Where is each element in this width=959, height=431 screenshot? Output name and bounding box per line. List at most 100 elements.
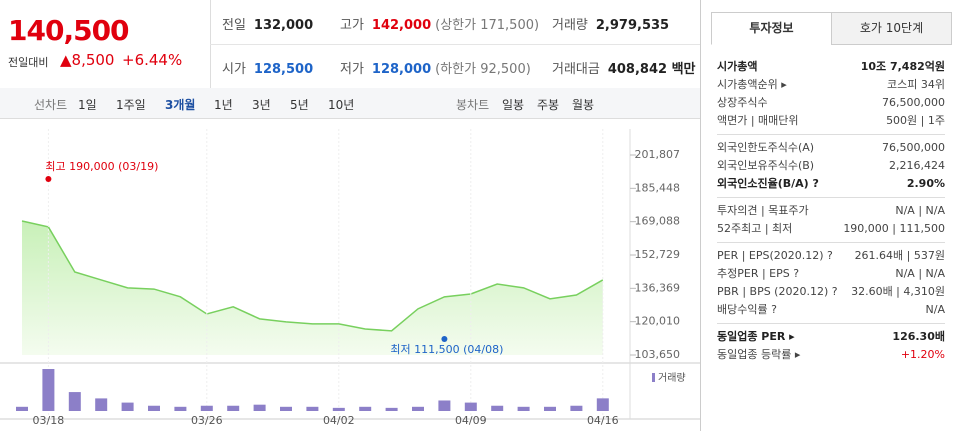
info-row: 액면가 | 매매단위 500원 | 1주	[717, 112, 945, 130]
y-tick-label: 185,448	[635, 181, 681, 194]
volume-bar	[174, 406, 187, 411]
info-row: 추정PER | EPS ? N/A | N/A	[717, 265, 945, 283]
volume-bar	[95, 398, 108, 411]
info-value: 76,500,000	[882, 96, 945, 109]
tabs: 투자정보 호가 10단계	[711, 12, 952, 45]
info-value: 261.64배 | 537원	[854, 249, 945, 262]
annotation: 최고 190,000 (03/19)	[45, 160, 158, 173]
info-section: 투자의견 | 목표주가 N/A | N/A 52주최고 | 최저 190,000 | …	[717, 198, 945, 243]
period-button[interactable]: 1년	[214, 98, 233, 112]
toolbar: 선차트 1일 1주일 3개월 1년 3년 5년 10년 봉차트 일봉 주봉 월봉	[0, 88, 700, 119]
summary-value: 142,000	[371, 18, 432, 33]
toolbar-label: 봉차트	[456, 98, 490, 112]
period-button[interactable]: 5년	[290, 98, 309, 112]
legend-label: 거래량	[658, 372, 686, 384]
chart: 103,650 120,010 136,369 152,729 169,088 185,4…	[0, 129, 700, 427]
info-label: 액면가 | 매매단위	[717, 114, 799, 127]
change: ▲8,500	[60, 51, 115, 69]
volume-bar	[121, 402, 134, 411]
volume-bar	[438, 400, 451, 411]
info-value: 32.60배 | 4,310원	[851, 285, 945, 298]
info-label: 투자의견 | 목표주가	[717, 204, 809, 217]
info-row: 상장주식수 76,500,000	[717, 94, 945, 112]
summary-value: 128,000	[371, 62, 432, 77]
y-tick-label: 152,729	[635, 248, 681, 261]
info-row: 동일업종 PER ▸ 126.30배	[717, 328, 945, 346]
summary-label: 고가	[340, 18, 364, 33]
summary-label: 거래대금	[552, 62, 600, 77]
candle-button[interactable]: 일봉	[502, 98, 525, 112]
volume-bar	[412, 406, 424, 411]
period-button[interactable]: 1일	[78, 98, 97, 112]
info-label: 배당수익률 ?	[717, 303, 777, 316]
legend-swatch	[652, 373, 655, 382]
info-row: 동일업종 등락률 ▸ +1.20%	[717, 346, 945, 364]
volume-bar	[148, 405, 160, 411]
period-button[interactable]: 1주일	[116, 98, 146, 112]
period-button[interactable]: 3개월	[165, 98, 196, 112]
info-row: 시가총액 10조 7,482억원	[717, 58, 945, 76]
info-label: 동일업종 PER ▸	[717, 330, 795, 343]
y-tick-label: 120,010	[635, 315, 681, 328]
info-label: 52주최고 | 최저	[717, 222, 793, 235]
summary-note: (상한가 171,500)	[435, 18, 540, 33]
info-value: 190,000 | 111,500	[843, 222, 945, 235]
side-panel: 투자정보 호가 10단계 시가총액 10조 7,482억원 시가총액순위 ▸ 코스피 3…	[700, 0, 959, 431]
x-tick-label: 04/16	[587, 414, 619, 427]
x-tick-label: 04/02	[323, 414, 355, 427]
info-row: 외국인소진율(B/A) ? 2.90%	[717, 175, 945, 193]
info-value: N/A | N/A	[895, 267, 945, 280]
info-section: 외국인한도주식수(A) 76,500,000 외국인보유주식수(B) 2,216,42…	[717, 135, 945, 198]
volume-bar	[306, 406, 319, 411]
annotation-dot	[441, 336, 448, 343]
info-label: 시가총액	[717, 60, 758, 73]
info-row: 외국인보유주식수(B) 2,216,424	[717, 157, 945, 175]
y-tick-label: 169,088	[635, 215, 681, 228]
info-section: PER | EPS(2020.12) ? 261.64배 | 537원 추정PER …	[717, 243, 945, 324]
summary-value: 2,979,535	[595, 18, 670, 33]
summary-cell: 거래량 2,979,535	[552, 14, 669, 33]
y-tick-label: 103,650	[635, 348, 681, 361]
volume-bar	[253, 404, 266, 411]
candle-button[interactable]: 월봉	[572, 98, 595, 112]
line	[21, 220, 604, 332]
summary-value: 408,842 백만	[607, 62, 696, 77]
summary-label: 저가	[340, 62, 364, 77]
divider	[210, 44, 700, 45]
annotation: 최저 111,500 (04/08)	[390, 343, 503, 356]
volume-bar	[280, 406, 292, 411]
info-label: 동일업종 등락률 ▸	[717, 348, 801, 361]
x-tick-label: 04/09	[455, 414, 487, 427]
tab[interactable]: 투자정보	[711, 12, 832, 45]
info-value: N/A	[925, 303, 945, 316]
toolbar-label: 선차트	[34, 98, 68, 112]
volume-bar	[227, 405, 240, 411]
annotation-dot	[45, 176, 52, 183]
area	[22, 221, 603, 355]
change-rate: +6.44%	[122, 51, 183, 69]
y-tick-label: 201,807	[635, 148, 681, 161]
volume-bar	[16, 406, 28, 411]
summary-cell: 고가 142,000 (상한가 171,500)	[340, 14, 539, 33]
tab[interactable]: 호가 10단계	[831, 12, 952, 45]
candle-button[interactable]: 주봉	[537, 98, 560, 112]
period-button[interactable]: 3년	[252, 98, 271, 112]
info-label: PBR | BPS (2020.12) ?	[717, 285, 838, 298]
info-label: 상장주식수	[717, 96, 768, 109]
period-button[interactable]: 10년	[328, 98, 355, 112]
info-label: 추정PER | EPS ?	[717, 267, 800, 280]
info-label: 외국인보유주식수(B)	[717, 159, 815, 172]
info-value: +1.20%	[900, 348, 945, 361]
info-row: PBR | BPS (2020.12) ? 32.60배 | 4,310원	[717, 283, 945, 301]
volume-bar	[570, 405, 583, 411]
info-row: 배당수익률 ? N/A	[717, 301, 945, 319]
volume-bar	[596, 398, 609, 411]
info-row: 시가총액순위 ▸ 코스피 34위	[717, 76, 945, 94]
summary-cell: 거래대금 408,842 백만	[552, 58, 696, 77]
info-value: 2.90%	[906, 177, 945, 190]
summary-value: 132,000	[253, 18, 314, 33]
info-value: 76,500,000	[882, 141, 945, 154]
